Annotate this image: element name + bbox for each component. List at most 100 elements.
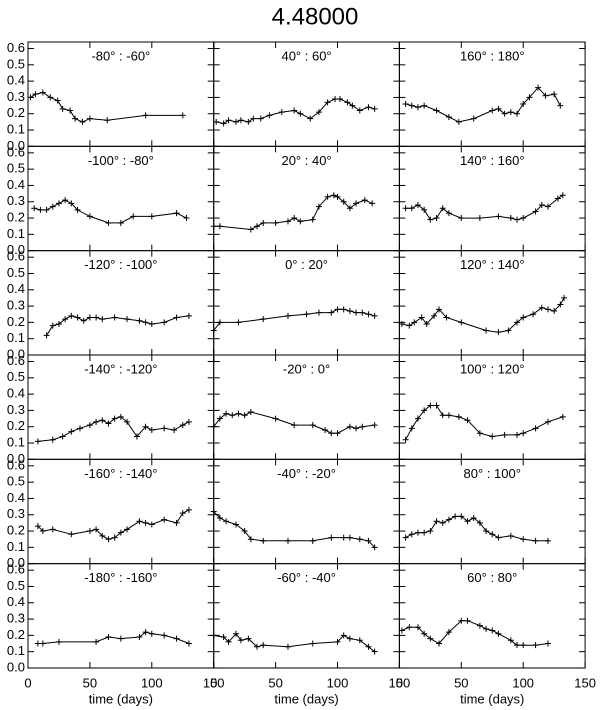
point-marker <box>495 630 502 637</box>
point-marker <box>220 634 227 641</box>
point-marker <box>130 213 137 220</box>
point-marker <box>414 415 421 422</box>
panel-title: -140° : -120° <box>84 361 157 376</box>
point-marker <box>535 84 542 91</box>
panel-title: 140° : 160° <box>460 153 525 168</box>
point-marker <box>427 402 434 409</box>
point-marker <box>223 518 230 525</box>
point-marker <box>210 327 217 334</box>
point-marker <box>544 418 551 425</box>
point-marker <box>93 638 100 645</box>
x-tick-label: 100 <box>327 675 349 690</box>
point-marker <box>526 94 533 101</box>
point-marker <box>371 648 378 655</box>
x-tick-label: 50 <box>454 675 468 690</box>
point-marker <box>507 109 514 116</box>
point-marker <box>346 423 353 430</box>
point-marker <box>445 629 452 636</box>
point-marker <box>39 528 46 535</box>
point-marker <box>359 309 366 316</box>
point-marker <box>148 630 155 637</box>
point-marker <box>232 521 239 528</box>
point-marker <box>278 109 285 116</box>
point-marker <box>505 327 512 334</box>
series-line <box>30 91 183 123</box>
point-marker <box>464 417 471 424</box>
point-marker <box>501 431 508 438</box>
point-marker <box>476 519 483 526</box>
point-marker <box>414 104 421 111</box>
point-marker <box>436 640 443 647</box>
point-marker <box>250 115 257 122</box>
point-marker <box>148 213 155 220</box>
point-marker <box>86 422 93 429</box>
point-marker <box>232 118 239 125</box>
point-marker <box>414 624 421 631</box>
point-marker <box>80 317 87 324</box>
point-marker <box>427 635 434 642</box>
point-marker <box>402 534 409 541</box>
point-marker <box>315 203 322 210</box>
point-marker <box>34 523 41 530</box>
point-marker <box>86 115 93 122</box>
point-marker <box>369 200 376 207</box>
x-tick-label: 150 <box>389 675 411 690</box>
point-marker <box>260 316 267 323</box>
point-marker <box>284 643 291 650</box>
panel-title: 40° : 60° <box>281 48 331 63</box>
point-marker <box>359 423 366 430</box>
point-marker <box>455 118 462 125</box>
y-tick-label: 0.2 <box>7 209 25 224</box>
point-marker <box>495 105 502 112</box>
point-marker <box>173 314 180 321</box>
point-marker <box>445 516 452 523</box>
y-tick-label: 0.2 <box>7 105 25 120</box>
point-marker <box>43 206 50 213</box>
y-tick-label: 0.4 <box>7 177 25 192</box>
point-marker <box>455 413 462 420</box>
point-marker <box>74 206 81 213</box>
point-marker <box>62 197 69 204</box>
point-marker <box>185 312 192 319</box>
point-marker <box>476 430 483 437</box>
point-marker <box>464 518 471 525</box>
point-marker <box>142 319 149 326</box>
point-marker <box>68 312 75 319</box>
point-marker <box>183 215 190 222</box>
point-marker <box>111 534 118 541</box>
point-marker <box>532 425 539 432</box>
panel-title: -160° : -140° <box>84 466 157 481</box>
point-marker <box>334 306 341 313</box>
point-marker <box>322 426 329 433</box>
x-tick-label: 0 <box>396 675 403 690</box>
point-marker <box>371 544 378 551</box>
point-marker <box>551 91 558 98</box>
point-marker <box>76 425 83 432</box>
point-marker <box>349 102 356 109</box>
y-tick-label: 0.5 <box>7 161 25 176</box>
point-marker <box>507 215 514 222</box>
point-marker <box>229 412 236 419</box>
point-marker <box>340 534 347 541</box>
point-marker <box>436 306 443 313</box>
point-marker <box>223 410 230 417</box>
point-marker <box>439 205 446 212</box>
point-marker <box>361 197 368 204</box>
point-marker <box>291 107 298 114</box>
point-marker <box>142 112 149 119</box>
point-marker <box>210 508 217 515</box>
point-marker <box>179 422 186 429</box>
point-marker <box>559 192 566 199</box>
y-tick-label: 0.0 <box>7 555 25 570</box>
y-tick-label: 0.2 <box>7 314 25 329</box>
y-tick-label: 0.6 <box>7 40 25 55</box>
point-marker <box>489 107 496 114</box>
point-marker <box>117 413 124 420</box>
point-marker <box>554 195 561 202</box>
point-marker <box>49 436 56 443</box>
point-marker <box>309 537 316 544</box>
point-marker <box>55 638 62 645</box>
point-marker <box>171 426 178 433</box>
point-marker <box>142 423 149 430</box>
point-marker <box>421 206 428 213</box>
